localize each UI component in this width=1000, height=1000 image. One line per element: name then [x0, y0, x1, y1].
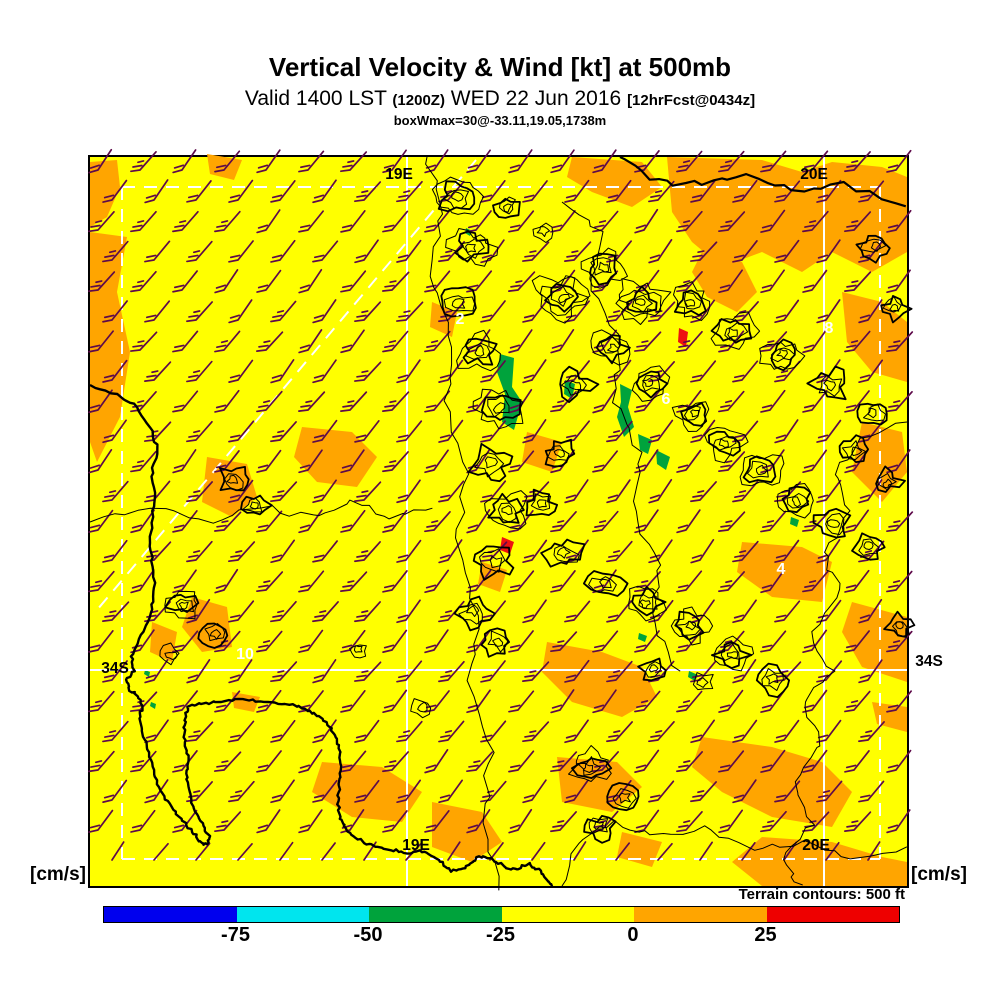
valid-time-line: Valid 1400 LST (1200Z) WED 22 Jun 2016 […: [0, 87, 1000, 111]
map-annotation-10: 10: [236, 646, 254, 663]
geo-label-19e: 19E: [402, 837, 430, 854]
colorbar-tick: -75: [221, 924, 250, 946]
geo-label-34s: 34S: [915, 653, 943, 670]
colorbar-tick: 0: [627, 924, 639, 946]
forecast-ref-text: [12hrFcst@0434z]: [627, 92, 756, 109]
map-annotation-4: 4: [777, 561, 786, 578]
map-annotation-6: 6: [662, 391, 671, 408]
colorbar-tick-labels: -75 -50 -25 0 25: [103, 924, 898, 948]
units-label-right: [cm/s]: [911, 864, 967, 885]
valid-time-text: Valid 1400 LST: [244, 87, 393, 110]
geo-label-20e: 20E: [802, 837, 830, 854]
terrain-contours-note: Terrain contours: 500 ft: [738, 886, 905, 903]
geo-label-19e: 19E: [385, 166, 413, 183]
valid-utc-text: (1200Z): [392, 92, 445, 109]
colorbar-segment: [634, 907, 767, 922]
colorbar-tick: -50: [353, 924, 383, 946]
geo-label-20e: 20E: [800, 166, 828, 183]
colorbar-segment: [236, 907, 369, 922]
map-canvas: 19E 20E 19E 20E 34S 34S 2 6 8 4 10: [88, 148, 943, 891]
chart-title: Vertical Velocity & Wind [kt] at 500mb: [268, 52, 732, 82]
geo-label-34s: 34S: [101, 660, 129, 677]
map-annotation-8: 8: [825, 320, 834, 337]
colorbar-tick: -25: [486, 924, 515, 946]
chart-header: Vertical Velocity & Wind [kt] at 500mb V…: [0, 52, 1000, 128]
colorbar-tick: 25: [754, 924, 777, 946]
units-label-left: [cm/s]: [30, 864, 86, 885]
map-annotation-2: 2: [456, 311, 465, 328]
colorbar: [103, 906, 900, 923]
colorbar-segment: [766, 907, 899, 922]
valid-date-text: WED 22 Jun 2016: [444, 87, 628, 110]
wmax-note: boxWmax=30@-33.11,19.05,1738m: [393, 113, 607, 128]
map-frame: 19E 20E 19E 20E 34S 34S 2 6 8 4 10: [88, 148, 943, 891]
colorbar-segment: [104, 907, 237, 922]
colorbar-segment: [501, 907, 634, 922]
colorbar-segment: [369, 907, 502, 922]
